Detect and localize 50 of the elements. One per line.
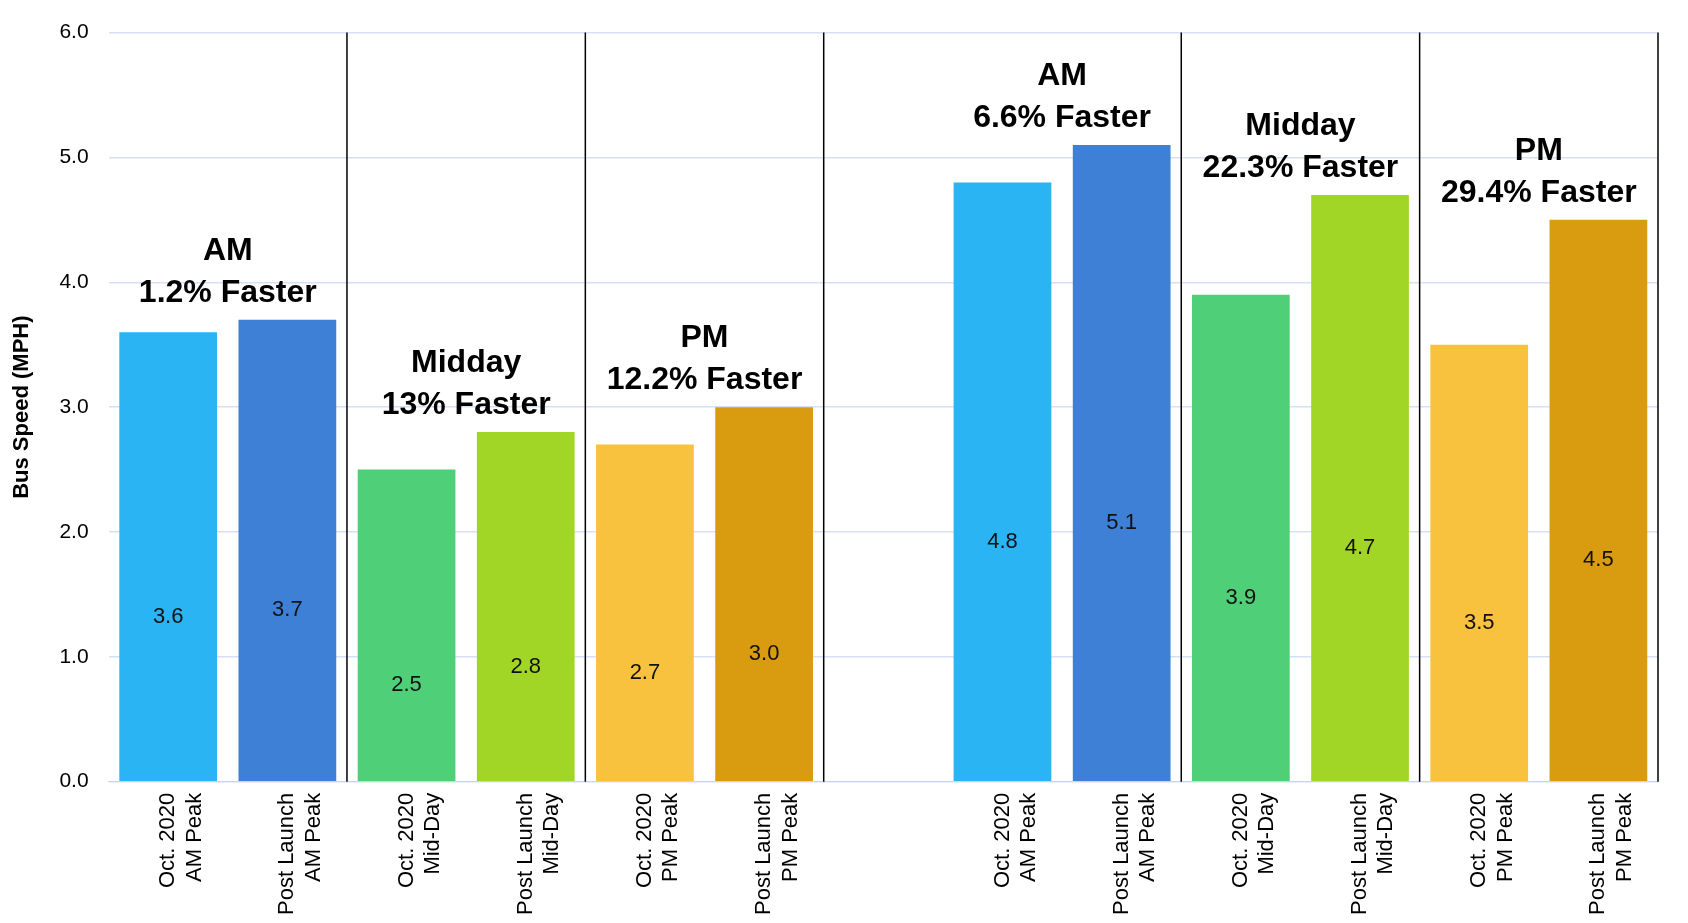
y-axis-title: Bus Speed (MPH) [8, 315, 34, 499]
data-label: 5.1 [1106, 509, 1137, 535]
y-tick-label: 6.0 [59, 19, 89, 43]
data-label: 4.8 [987, 527, 1018, 553]
data-label: 2.8 [510, 652, 542, 678]
bar [1430, 344, 1529, 781]
bar [1549, 219, 1648, 781]
y-tick-label: 4.0 [59, 269, 89, 293]
bar [715, 407, 813, 781]
x-tick-label: Oct. 2020 Mid-Day [1226, 792, 1279, 889]
data-label: 3.0 [748, 640, 780, 666]
bar [357, 469, 456, 781]
y-tick-label: 2.0 [59, 518, 89, 542]
bar [1191, 294, 1290, 781]
data-label: 3.9 [1225, 583, 1257, 609]
x-tick-label: Post Launch AM Peak [273, 791, 325, 915]
data-label: 3.5 [1463, 608, 1495, 634]
annotation: PM 29.4% Faster [1440, 130, 1637, 209]
x-tick-label: Oct. 2020 AM Peak [154, 791, 206, 889]
bar [119, 332, 218, 781]
x-tick-label: Oct. 2020 PM Peak [630, 791, 683, 889]
data-label: 4.5 [1583, 546, 1614, 572]
x-tick-label: Post Launch PM Peak [750, 791, 802, 915]
bar [1311, 194, 1409, 781]
x-tick-label: Post Launch PM Peak [1584, 791, 1636, 915]
annotation: Midday 22.3% Faster [1202, 105, 1399, 184]
x-tick-label: Oct. 2020 PM Peak [1465, 791, 1517, 889]
y-tick-label: 1.0 [59, 643, 89, 667]
annotation: AM 1.2% Faster [138, 230, 317, 309]
annotation: AM 6.6% Faster [973, 55, 1152, 134]
data-label: 3.6 [152, 602, 184, 628]
annotation: PM 12.2% Faster [606, 318, 803, 397]
x-tick-label: Post Launch AM Peak [1107, 791, 1160, 915]
x-tick-label: Oct. 2020 Mid-Day [392, 792, 445, 889]
data-label: 3.7 [272, 596, 303, 622]
data-label: 4.7 [1344, 533, 1376, 559]
x-tick-label: Oct. 2020 AM Peak [988, 791, 1040, 889]
bar [596, 444, 694, 781]
data-label: 2.7 [629, 658, 661, 684]
y-tick-label: 3.0 [59, 393, 89, 417]
y-tick-label: 5.0 [59, 144, 89, 168]
bar [238, 319, 337, 781]
x-tick-label: Post Launch Mid-Day [511, 792, 564, 915]
bar [476, 432, 575, 781]
y-tick-label: 0.0 [59, 768, 89, 792]
annotation: Midday 13% Faster [381, 343, 551, 422]
bar [953, 182, 1052, 781]
x-tick-label: Post Launch Mid-Day [1346, 792, 1398, 915]
data-label: 2.5 [391, 671, 422, 697]
bar [1072, 144, 1171, 781]
